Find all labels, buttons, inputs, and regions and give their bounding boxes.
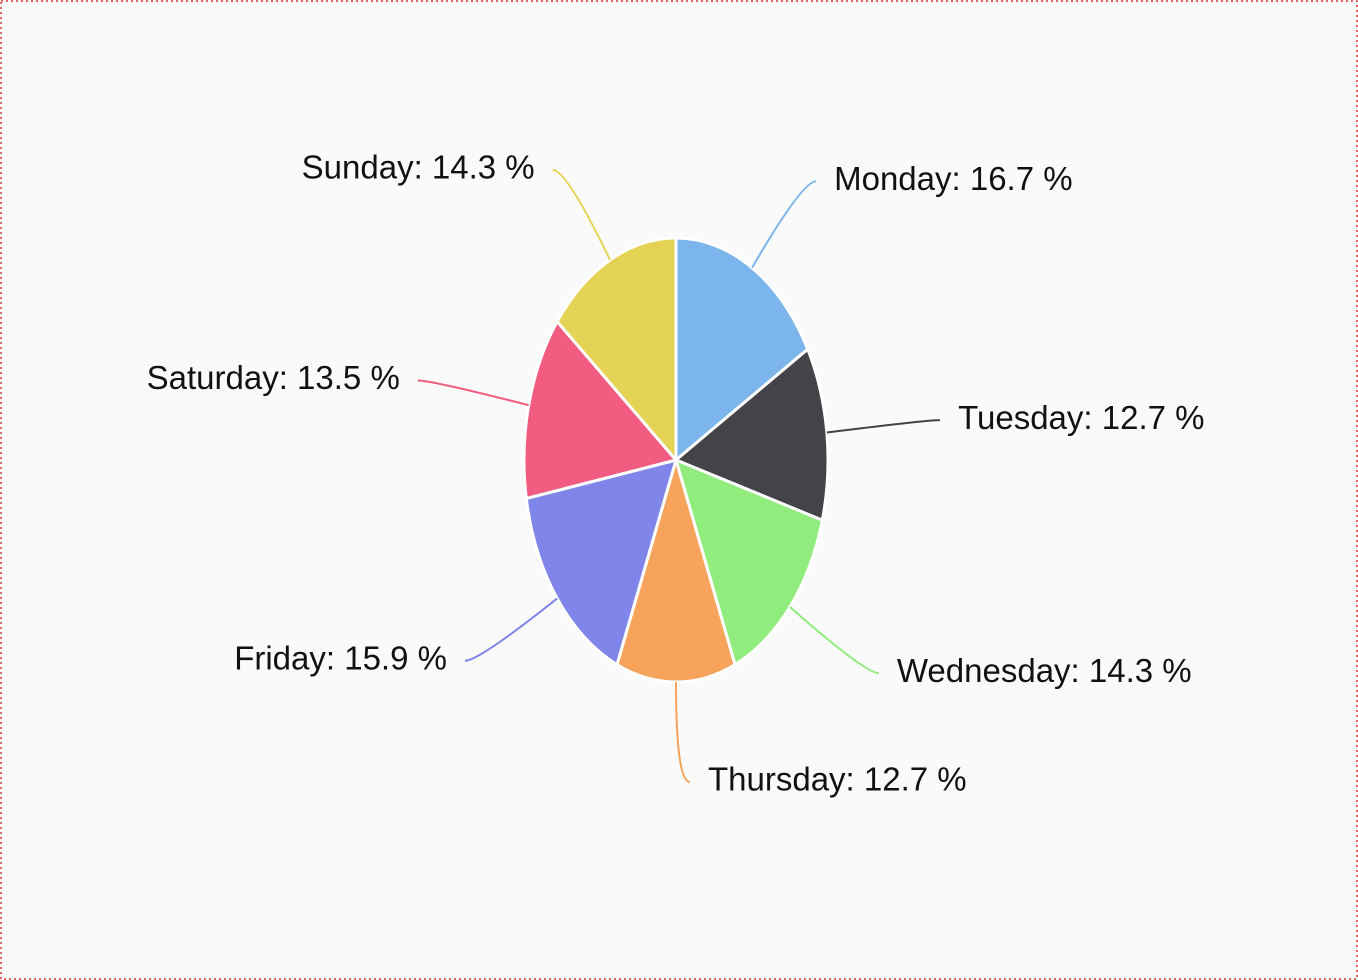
pie-slice	[673, 457, 825, 667]
connector	[464, 597, 558, 662]
connector	[826, 419, 941, 434]
pie-slice	[555, 236, 678, 465]
data-label: Tuesday: 12.7 %	[958, 399, 1204, 436]
pie-slice	[522, 318, 679, 501]
data-label: Wednesday: 14.3 %	[897, 652, 1192, 689]
data-label: Thursday: 12.7 %	[708, 761, 967, 798]
data-label: Saturday: 13.5 %	[147, 359, 400, 396]
connector	[552, 168, 611, 261]
data-label: Friday: 15.9 %	[234, 639, 447, 676]
data-label: Sunday: 14.3 %	[302, 149, 535, 186]
pie-slice	[674, 236, 810, 464]
connector	[789, 606, 880, 675]
pie-slice	[615, 454, 737, 684]
connector	[417, 379, 529, 407]
data-label: Monday: 16.7 %	[834, 160, 1072, 197]
connector	[751, 180, 817, 269]
pie-slice	[673, 346, 830, 523]
connector	[675, 681, 691, 783]
